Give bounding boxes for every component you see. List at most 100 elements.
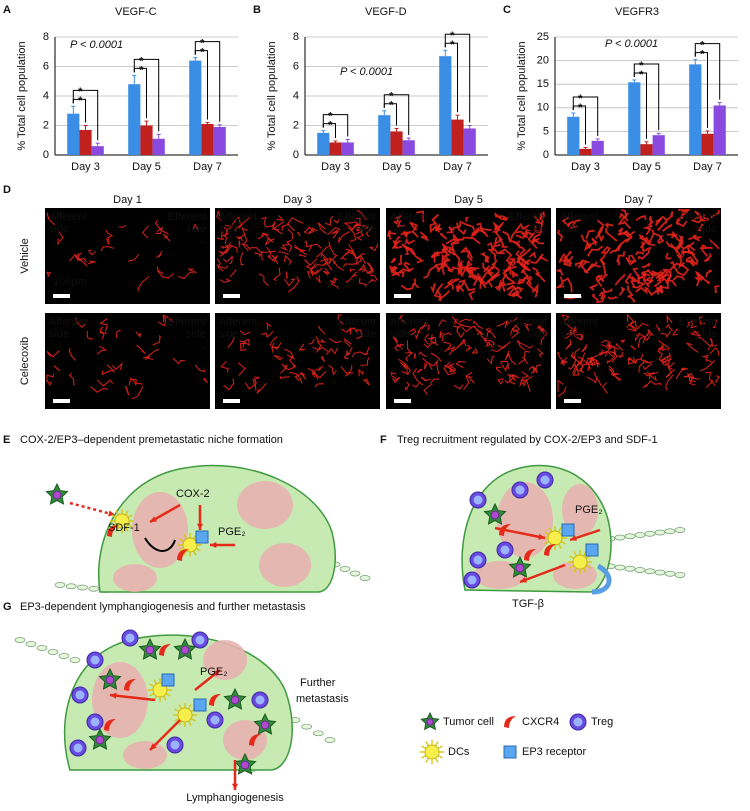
efferent-label: side [356, 328, 376, 340]
treg-core [76, 691, 85, 700]
scale-bar [223, 294, 240, 298]
lymph-vessel [313, 731, 323, 736]
follicle [123, 741, 167, 769]
tumor-nucleus [181, 646, 189, 654]
lymph-vessel [59, 654, 69, 659]
treg-core [516, 486, 525, 495]
lymph-vessel [70, 658, 80, 663]
lymph-vessel [625, 566, 635, 571]
lymph-vessel [625, 534, 635, 539]
lymph-vessel [665, 529, 675, 534]
bar [592, 141, 604, 155]
bar [317, 133, 329, 155]
bar [67, 114, 79, 155]
dc [425, 745, 439, 759]
legend-label: DCs [448, 746, 470, 758]
arrow-label: ← [398, 235, 409, 247]
vessel-signal [650, 216, 652, 223]
lymph-vessel [615, 535, 625, 540]
diagram-label: PGE₂ [218, 526, 246, 538]
legend-label: CXCR4 [522, 716, 559, 728]
efferent-label: Efferent [338, 211, 376, 223]
diagram-label: metastasis [296, 693, 349, 705]
efferent-label: Efferent [338, 316, 376, 328]
efferent-label: side [356, 223, 376, 235]
treg-core [474, 556, 483, 565]
lymph-vessel [66, 584, 76, 589]
afferent-label: side [390, 328, 410, 340]
panel-label: F [380, 434, 387, 446]
panel-label: G [3, 601, 12, 613]
efferent-label: Efferent [168, 211, 206, 223]
annotation: P < 0.0001 [70, 39, 123, 51]
efferent-label: side [697, 328, 717, 340]
significance-mark: * [639, 60, 644, 72]
efferent-label: side [527, 328, 547, 340]
column-label: Day 1 [113, 194, 142, 206]
y-tick-label: 2 [293, 119, 299, 131]
treg-core [74, 744, 83, 753]
arrow-label: ← [227, 340, 238, 352]
x-tick-label: Day 5 [132, 161, 161, 173]
bar [579, 149, 591, 155]
treg-core [574, 718, 583, 727]
panel-label: E [3, 434, 10, 446]
lymph-vessel [15, 638, 25, 643]
y-tick-label: 8 [293, 31, 299, 43]
x-tick-label: Day 7 [193, 161, 222, 173]
panel-title: EP3-dependent lymphangiogenesis and furt… [20, 601, 306, 613]
diagram-label: COX-2 [176, 488, 210, 500]
x-tick-label: Day 7 [693, 161, 722, 173]
afferent-label: Afferent [560, 211, 598, 223]
treg-core [211, 716, 220, 725]
chart-title: VEGFR3 [615, 6, 659, 18]
y-tick-label: 4 [43, 90, 49, 102]
x-tick-label: Day 3 [321, 161, 350, 173]
tumor-nucleus [491, 511, 499, 519]
arrow-label: ← [398, 340, 409, 352]
significance-mark: * [200, 38, 205, 50]
tumor-nucleus [516, 564, 524, 572]
tumor-nucleus [106, 676, 114, 684]
arrow-label: ← [227, 235, 238, 247]
arrow-label: → [707, 340, 718, 352]
ep3-receptor [562, 524, 574, 536]
bar [403, 140, 415, 155]
arrow-label: → [707, 235, 718, 247]
scale-bar [53, 294, 70, 298]
arrow-label: ← [568, 235, 579, 247]
efferent-label: Efferent [679, 316, 717, 328]
follicle [259, 543, 311, 587]
efferent-label: Efferent [509, 316, 547, 328]
bar [451, 120, 463, 155]
y-tick-label: 25 [537, 31, 549, 43]
significance-mark: * [450, 30, 455, 42]
bar [329, 142, 341, 155]
arrow [70, 503, 115, 515]
treg-core [91, 656, 100, 665]
bar [464, 128, 476, 155]
lymph-vessel [665, 571, 675, 576]
y-tick-label: 15 [537, 78, 549, 90]
arrow-label: → [537, 340, 548, 352]
lymph-vessel [645, 569, 655, 574]
follicle [113, 564, 157, 592]
panel-label: A [3, 4, 11, 16]
y-tick-label: 5 [543, 125, 549, 137]
lymph-vessel [26, 642, 36, 647]
bar [189, 61, 201, 155]
efferent-label: side [697, 223, 717, 235]
afferent-label: Afferent [49, 211, 87, 223]
bar [79, 130, 91, 155]
bar [653, 135, 665, 155]
y-tick-label: 2 [43, 119, 49, 131]
bar [201, 124, 213, 155]
bar [153, 139, 165, 155]
treg-core [256, 696, 265, 705]
lymph-vessel [675, 528, 685, 533]
efferent-label: Efferent [168, 316, 206, 328]
bar [378, 115, 390, 155]
scale-bar [223, 399, 240, 403]
panel-label: D [3, 184, 11, 196]
